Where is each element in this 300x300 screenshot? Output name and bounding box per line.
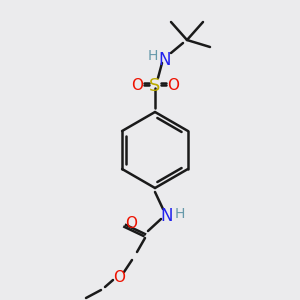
Text: O: O bbox=[167, 78, 179, 93]
Text: O: O bbox=[125, 216, 137, 231]
Text: S: S bbox=[149, 77, 161, 95]
Text: H: H bbox=[148, 49, 158, 62]
Text: H: H bbox=[175, 206, 185, 220]
Text: N: N bbox=[161, 207, 173, 225]
Text: N: N bbox=[159, 51, 171, 69]
Text: C: C bbox=[145, 233, 146, 235]
Text: O: O bbox=[131, 78, 143, 93]
Text: O: O bbox=[113, 270, 125, 285]
